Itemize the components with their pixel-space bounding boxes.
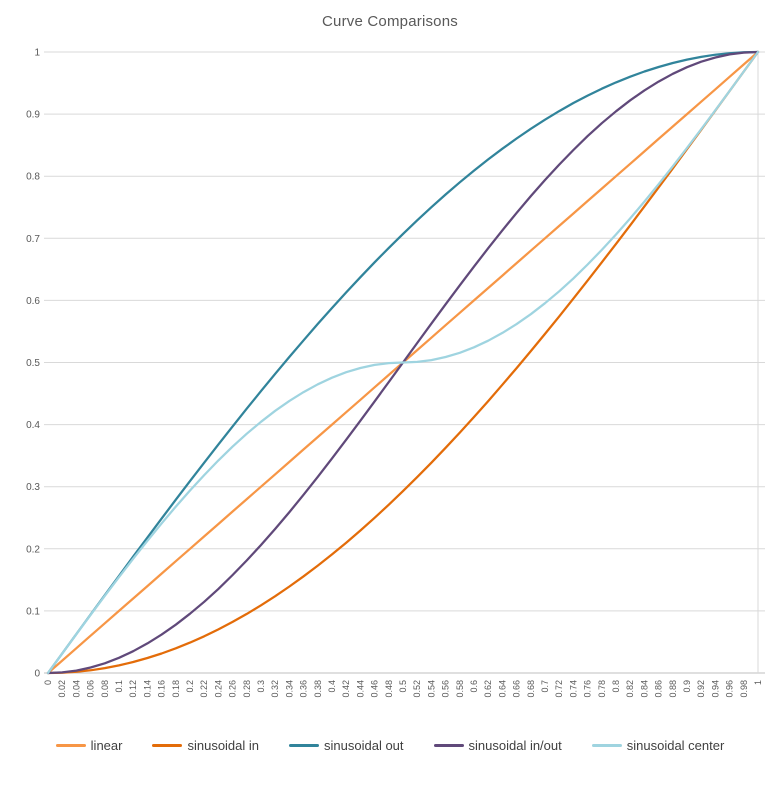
x-tick-label: 0.9 — [682, 680, 692, 693]
legend-swatch — [591, 744, 622, 747]
x-tick-label: 0.42 — [341, 680, 351, 698]
x-tick-label: 0.12 — [128, 680, 138, 698]
y-tick-label: 0.3 — [26, 482, 40, 493]
y-tick-label: 0.9 — [26, 110, 40, 121]
x-tick-label: 0.98 — [739, 680, 749, 698]
x-tick-label: 1 — [753, 680, 763, 685]
x-tick-label: 0.06 — [86, 680, 96, 698]
legend-swatch — [55, 744, 86, 747]
y-tick-label: 0.2 — [26, 544, 40, 555]
y-tick-label: 0.5 — [26, 358, 40, 369]
legend-swatch — [289, 744, 320, 747]
series-line-sinusoidal-in — [46, 50, 760, 675]
x-tick-label: 0.54 — [426, 680, 436, 698]
y-tick-label: 1 — [34, 48, 40, 59]
x-tick-label: 0.16 — [157, 680, 167, 698]
x-tick-label: 0.32 — [270, 680, 280, 698]
x-tick-label: 0.44 — [355, 680, 365, 698]
x-tick-label: 0.64 — [497, 680, 507, 698]
legend-item-sinusoidal-center: sinusoidal center — [591, 738, 725, 753]
y-tick-label: 0.8 — [26, 172, 40, 183]
x-tick-label: 0.3 — [256, 680, 266, 693]
x-tick-label: 0.52 — [412, 680, 422, 698]
chart-legend: linear sinusoidal in sinusoidal out sinusoi… — [0, 738, 780, 753]
x-tick-label: 0.28 — [242, 680, 252, 698]
legend-label: linear — [90, 738, 123, 753]
y-tick-label: 0 — [34, 669, 40, 680]
x-tick-label: 0.76 — [583, 680, 593, 698]
y-tick-label: 0.1 — [26, 606, 40, 617]
series-line-sinusoidal-out — [46, 50, 760, 675]
legend-swatch — [152, 744, 183, 747]
line-chart-plot-area: 0 0.02 0.04 0.06 0.08 0.1 0.12 0.14 0.16 0.18 0.2 0… — [26, 48, 765, 698]
x-tick-label: 0.26 — [228, 680, 238, 698]
x-tick-label: 0.78 — [597, 680, 607, 698]
x-tick-label: 0.48 — [384, 680, 394, 698]
x-tick-label: 0.2 — [185, 680, 195, 693]
x-tick-label: 0.02 — [57, 680, 67, 698]
x-tick-label: 0.72 — [554, 680, 564, 698]
y-tick-label: 0.7 — [26, 234, 40, 245]
y-tick-label: 0.4 — [26, 420, 40, 431]
x-tick-label: 0.94 — [710, 680, 720, 698]
x-tick-label: 0 — [43, 680, 53, 685]
legend-item-linear: linear — [55, 738, 123, 753]
legend-label: sinusoidal center — [626, 738, 725, 753]
x-tick-label: 0.22 — [199, 680, 209, 698]
x-tick-label: 0.46 — [370, 680, 380, 698]
x-tick-label: 0.66 — [512, 680, 522, 698]
legend-swatch — [433, 744, 464, 747]
legend-label: sinusoidal in/out — [468, 738, 562, 753]
x-tick-label: 0.36 — [299, 680, 309, 698]
x-tick-label: 0.7 — [540, 680, 550, 693]
x-tick-label: 0.14 — [142, 680, 152, 698]
x-tick-label: 0.5 — [398, 680, 408, 693]
chart-title: Curve Comparisons — [322, 13, 458, 30]
legend-label: sinusoidal in — [187, 738, 260, 753]
x-tick-label: 0.6 — [469, 680, 479, 693]
x-tick-label: 0.56 — [441, 680, 451, 698]
x-tick-label: 0.8 — [611, 680, 621, 693]
x-tick-label: 0.84 — [639, 680, 649, 698]
legend-item-sinusoidal-in: sinusoidal in — [152, 738, 259, 753]
legend-item-sinusoidal-out: sinusoidal out — [289, 738, 404, 753]
series-line-sinusoidal-center — [46, 50, 760, 675]
x-tick-label: 0.34 — [284, 680, 294, 698]
x-tick-label: 0.86 — [654, 680, 664, 698]
x-tick-label: 0.08 — [100, 680, 110, 698]
x-tick-label: 0.4 — [327, 680, 337, 693]
x-tick-label: 0.62 — [483, 680, 493, 698]
x-tick-label: 0.04 — [71, 680, 81, 698]
x-tick-label: 0.96 — [725, 680, 735, 698]
x-tick-label: 0.18 — [171, 680, 181, 698]
legend-label: sinusoidal out — [324, 738, 404, 753]
x-tick-label: 0.58 — [455, 680, 465, 698]
x-tick-label: 0.82 — [625, 680, 635, 698]
x-tick-label: 0.88 — [668, 680, 678, 698]
x-tick-label: 0.92 — [696, 680, 706, 698]
x-tick-label: 0.38 — [313, 680, 323, 698]
x-tick-label: 0.1 — [114, 680, 124, 693]
legend-item-sinusoidal-in-out: sinusoidal in/out — [433, 738, 562, 753]
x-tick-label: 0.68 — [526, 680, 536, 698]
y-tick-label: 0.6 — [26, 296, 40, 307]
x-tick-label: 0.24 — [213, 680, 223, 698]
x-tick-label: 0.74 — [568, 680, 578, 698]
